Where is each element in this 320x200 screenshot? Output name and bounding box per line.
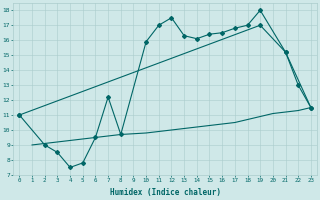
X-axis label: Humidex (Indice chaleur): Humidex (Indice chaleur)	[110, 188, 220, 197]
